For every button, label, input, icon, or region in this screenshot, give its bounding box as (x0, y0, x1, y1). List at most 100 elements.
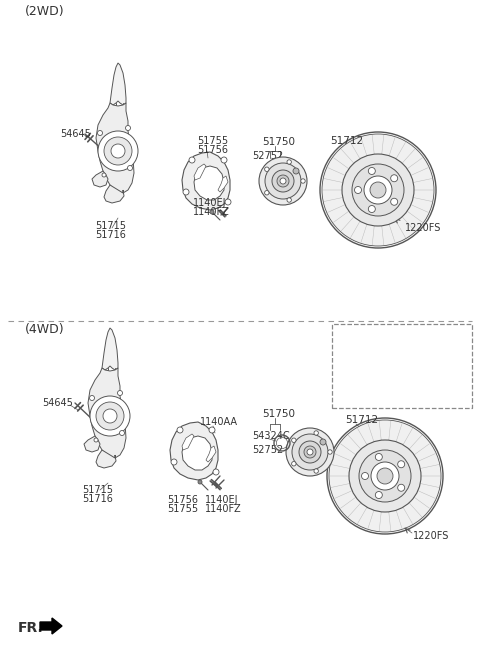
Circle shape (307, 449, 313, 455)
Text: 54645: 54645 (60, 129, 91, 139)
Circle shape (432, 357, 438, 363)
Circle shape (314, 431, 318, 435)
Circle shape (355, 187, 361, 194)
Circle shape (209, 427, 215, 433)
Circle shape (304, 446, 316, 458)
Circle shape (377, 468, 393, 484)
Polygon shape (104, 185, 124, 203)
Text: 51750: 51750 (262, 409, 295, 419)
Circle shape (96, 402, 124, 430)
Circle shape (198, 480, 202, 484)
Circle shape (111, 144, 125, 158)
Circle shape (411, 359, 433, 381)
Circle shape (94, 438, 98, 442)
Circle shape (104, 137, 132, 165)
Polygon shape (206, 446, 216, 462)
Text: 1140EJ: 1140EJ (205, 495, 239, 505)
Polygon shape (194, 166, 224, 200)
Circle shape (370, 182, 386, 198)
Circle shape (272, 170, 294, 192)
Circle shape (419, 367, 425, 373)
Circle shape (398, 346, 446, 394)
Circle shape (280, 178, 286, 184)
Polygon shape (182, 152, 230, 210)
Text: 51750: 51750 (262, 137, 295, 147)
Text: 1140AA: 1140AA (200, 417, 238, 427)
Circle shape (404, 380, 408, 384)
Text: 51756: 51756 (197, 145, 228, 155)
Circle shape (375, 454, 382, 461)
Circle shape (398, 461, 405, 468)
Circle shape (292, 434, 328, 470)
Circle shape (183, 189, 189, 195)
Text: 54645: 54645 (42, 398, 73, 408)
Circle shape (426, 387, 431, 391)
Circle shape (299, 441, 321, 463)
Text: 51755: 51755 (167, 504, 198, 514)
Polygon shape (96, 103, 134, 193)
Circle shape (416, 364, 428, 376)
Circle shape (213, 469, 219, 475)
Polygon shape (40, 618, 62, 634)
Text: 51756: 51756 (167, 495, 198, 505)
Text: 51712: 51712 (345, 415, 378, 425)
Circle shape (320, 439, 326, 445)
Circle shape (90, 396, 130, 436)
Text: 51750: 51750 (390, 341, 421, 351)
Circle shape (287, 198, 291, 202)
Circle shape (375, 492, 382, 498)
Circle shape (404, 356, 408, 360)
Circle shape (225, 199, 231, 205)
Circle shape (287, 160, 291, 164)
Circle shape (210, 210, 214, 214)
Text: 52752: 52752 (387, 361, 418, 371)
Text: (2WD): (2WD) (25, 5, 65, 19)
Circle shape (264, 167, 269, 172)
Circle shape (292, 438, 296, 443)
Circle shape (327, 418, 443, 534)
Text: FR.: FR. (18, 621, 44, 635)
Text: 1140FZ: 1140FZ (193, 207, 230, 217)
Circle shape (221, 157, 227, 163)
Circle shape (264, 191, 269, 195)
Circle shape (368, 167, 375, 174)
Text: 1220FS: 1220FS (413, 531, 449, 541)
Polygon shape (84, 436, 100, 452)
Circle shape (426, 349, 431, 353)
Text: 51715: 51715 (82, 485, 113, 495)
Circle shape (371, 462, 399, 490)
Circle shape (89, 395, 95, 400)
Text: 51712: 51712 (330, 136, 363, 146)
Circle shape (404, 352, 440, 388)
Polygon shape (218, 176, 228, 192)
Text: 51716: 51716 (95, 230, 126, 240)
Circle shape (364, 176, 392, 204)
Circle shape (352, 164, 404, 216)
Circle shape (128, 165, 132, 170)
Circle shape (286, 428, 334, 476)
Circle shape (301, 179, 305, 183)
Circle shape (398, 484, 405, 491)
Circle shape (171, 459, 177, 465)
Circle shape (292, 461, 296, 466)
Polygon shape (110, 63, 126, 105)
FancyBboxPatch shape (332, 324, 472, 408)
Circle shape (277, 175, 289, 187)
Circle shape (97, 130, 103, 135)
Circle shape (391, 175, 398, 181)
Circle shape (103, 409, 117, 423)
Circle shape (349, 440, 421, 512)
Polygon shape (182, 436, 212, 470)
Circle shape (329, 420, 441, 532)
Circle shape (189, 157, 195, 163)
Text: 51755: 51755 (197, 136, 228, 146)
Circle shape (361, 472, 369, 480)
Circle shape (293, 168, 299, 174)
Circle shape (322, 134, 434, 246)
Polygon shape (88, 368, 126, 458)
Text: (4WD): (4WD) (25, 323, 65, 336)
Circle shape (98, 131, 138, 171)
Circle shape (359, 450, 411, 502)
Text: 52752: 52752 (252, 151, 283, 161)
Circle shape (259, 157, 307, 205)
